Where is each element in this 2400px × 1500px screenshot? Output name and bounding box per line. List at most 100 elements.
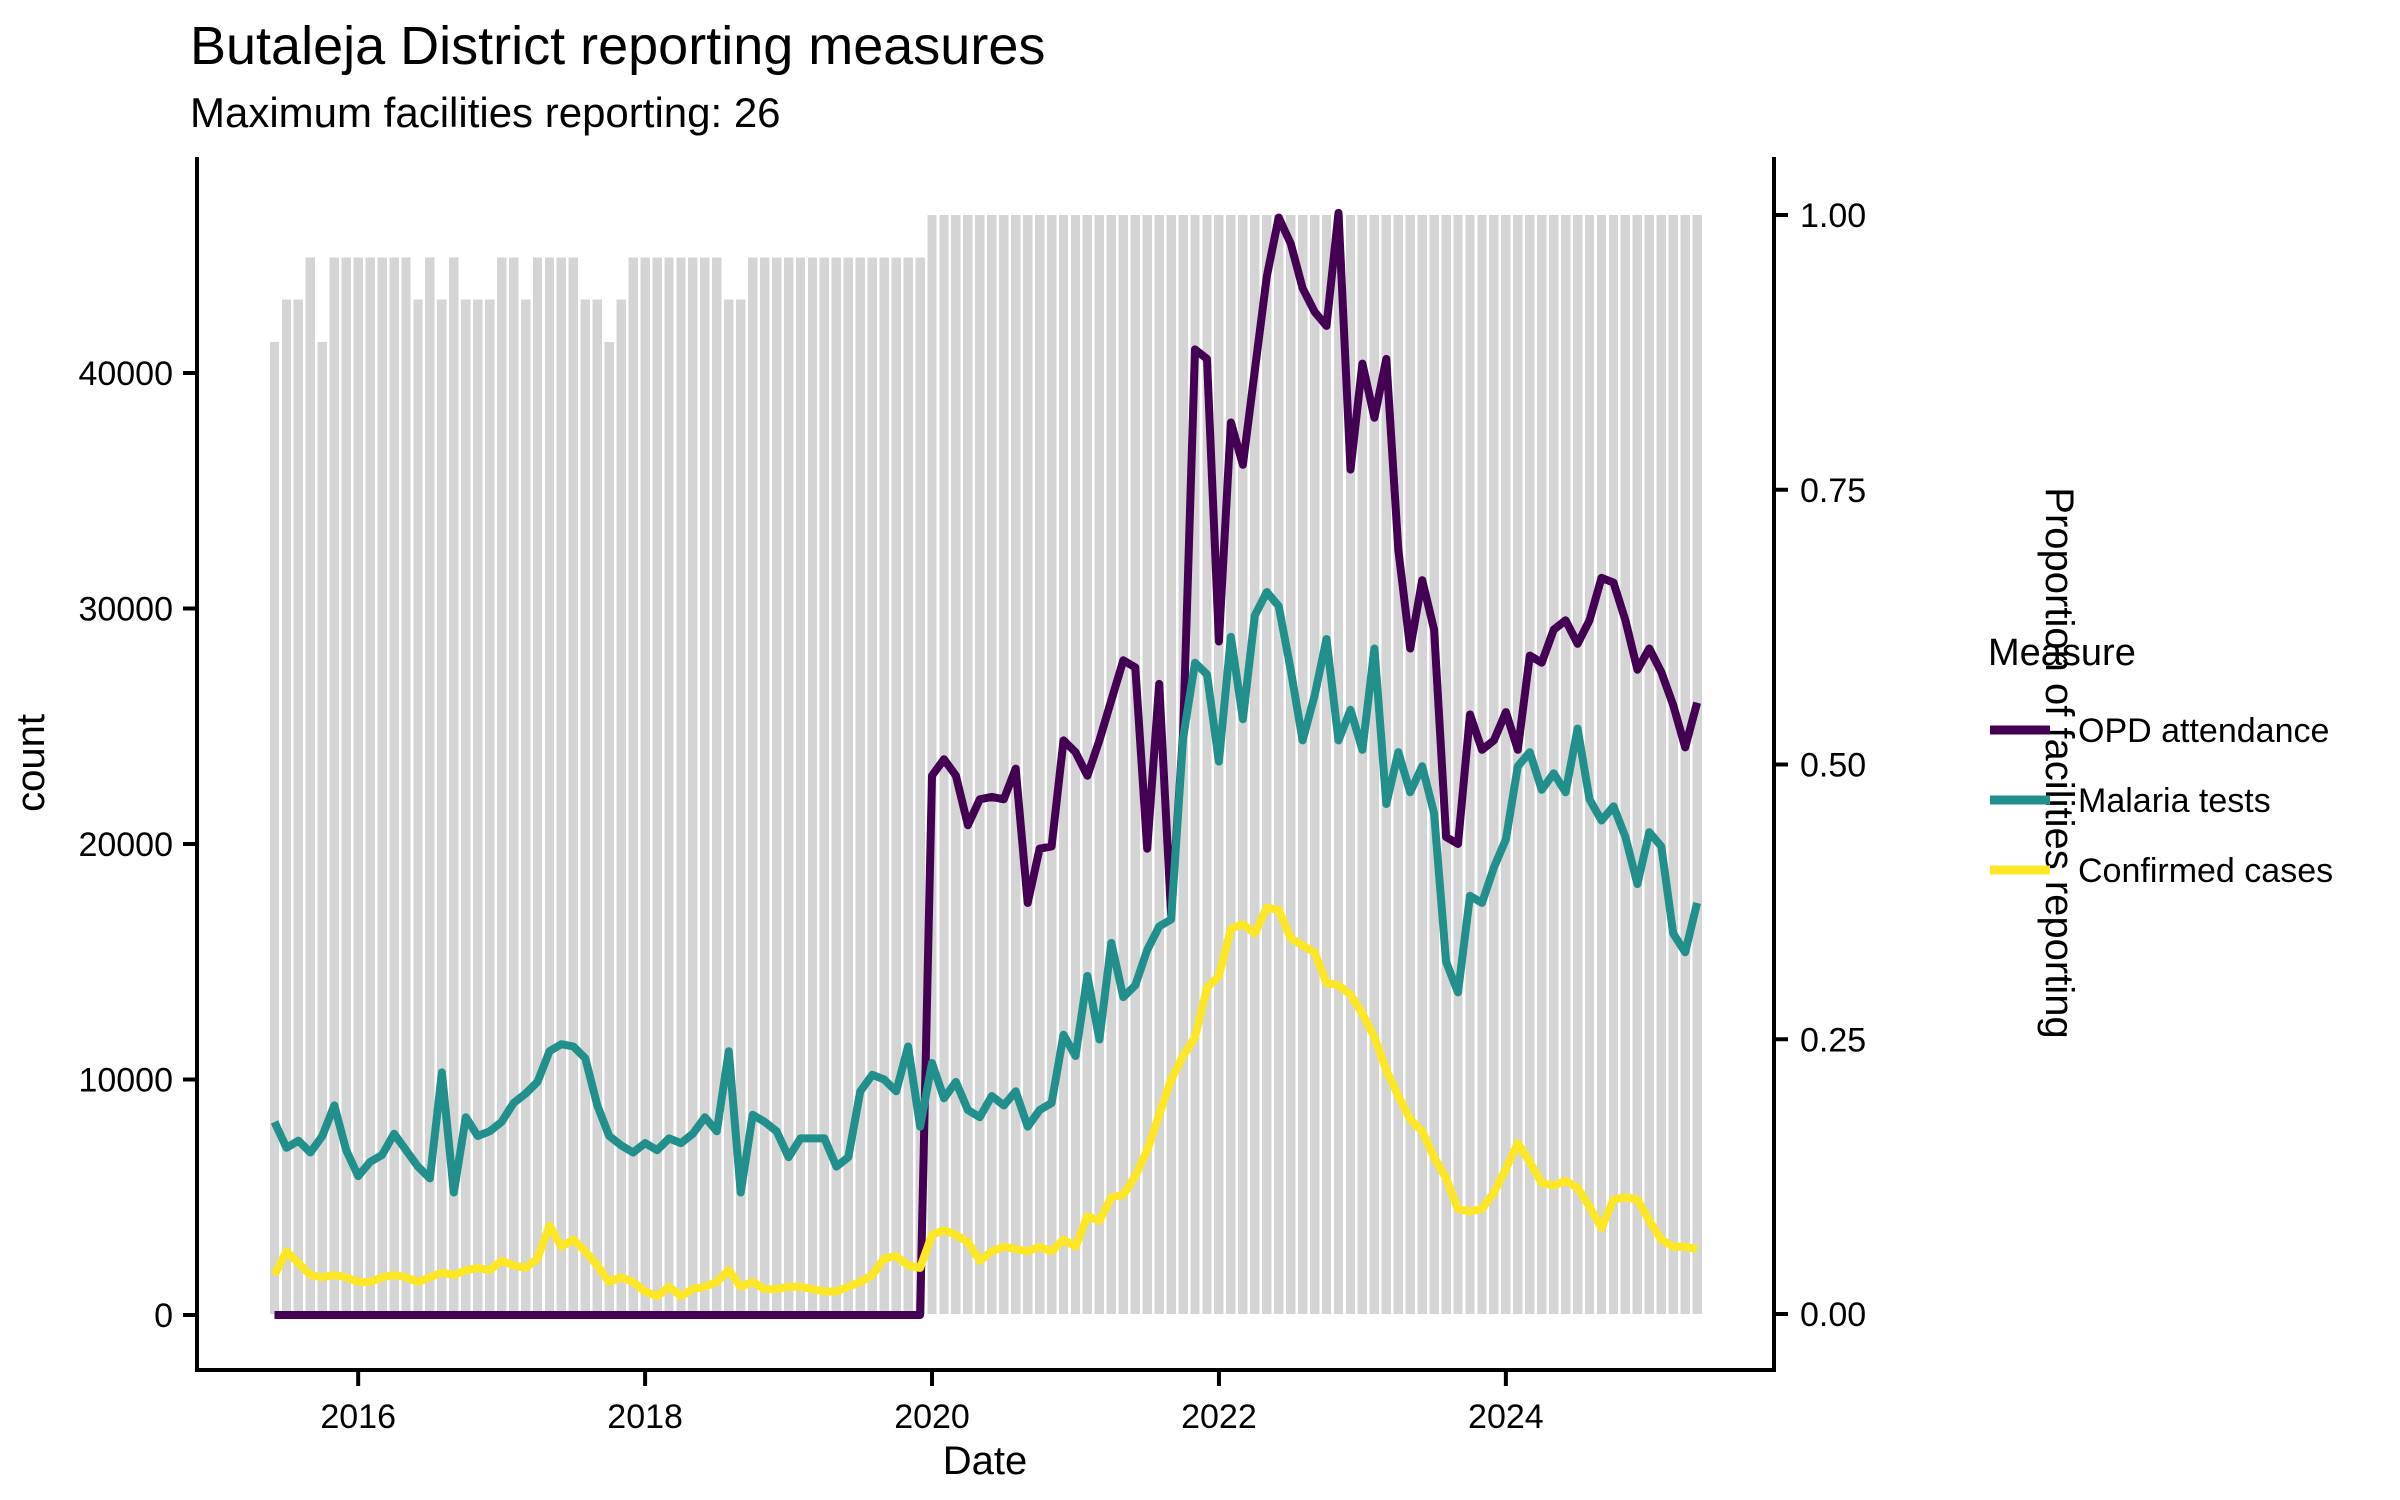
y-right-tick-label: 0.75 bbox=[1800, 472, 1866, 510]
facility-bar bbox=[496, 257, 507, 1314]
facility-bar bbox=[1501, 215, 1511, 1314]
x-tick-label: 2020 bbox=[894, 1398, 970, 1436]
facility-bar bbox=[449, 257, 459, 1314]
facility-bar bbox=[281, 299, 292, 1314]
facility-bar bbox=[1130, 215, 1140, 1314]
tick-marks-and-labels: 0 10000 20000 30000 40000 0.00 0.25 0.50 0.75 1.0… bbox=[78, 197, 1866, 1436]
facility-bar bbox=[1465, 215, 1475, 1314]
x-axis-title: Date bbox=[943, 1439, 1028, 1483]
legend-item-confirmed-cases: Confirmed cases bbox=[1990, 852, 2333, 890]
x-tick-label: 2016 bbox=[320, 1398, 396, 1436]
facility-reporting-bars bbox=[269, 215, 1702, 1314]
facility-bar bbox=[1286, 215, 1296, 1314]
facility-bar bbox=[401, 257, 411, 1314]
y-left-tick-label: 0 bbox=[154, 1297, 173, 1335]
series-line-confirmed-cases bbox=[270, 903, 1698, 1301]
facility-bar bbox=[556, 257, 567, 1314]
facility-bar bbox=[1644, 215, 1654, 1314]
facility-bar bbox=[1262, 215, 1272, 1314]
legend-label-opd-attendance: OPD attendance bbox=[2078, 712, 2329, 750]
facility-bar bbox=[520, 299, 531, 1314]
facility-bar bbox=[532, 257, 543, 1314]
legend-item-malaria-tests: Malaria tests bbox=[1990, 782, 2271, 820]
facility-bar bbox=[1692, 215, 1702, 1314]
legend-title: Measure bbox=[1988, 632, 2136, 674]
facility-bar bbox=[628, 257, 638, 1314]
facility-bar bbox=[736, 299, 746, 1314]
series-line-opd-attendance bbox=[274, 208, 1701, 1319]
facility-bar bbox=[1226, 215, 1236, 1314]
facility-bar bbox=[1632, 215, 1643, 1314]
facility-bar bbox=[783, 257, 794, 1314]
facility-bar bbox=[1405, 215, 1415, 1314]
facility-bar bbox=[712, 257, 722, 1314]
facility-bar bbox=[425, 257, 435, 1314]
facility-bar bbox=[604, 341, 614, 1314]
y-left-tick-label: 20000 bbox=[78, 826, 173, 864]
series-line-malaria-tests bbox=[270, 588, 1701, 1197]
chart-title: Butaleja District reporting measures bbox=[190, 16, 1045, 76]
facility-bar bbox=[867, 257, 877, 1314]
facility-bar bbox=[568, 257, 579, 1314]
facility-bar bbox=[1274, 215, 1284, 1314]
y-left-axis-title: count bbox=[9, 714, 53, 812]
facility-bar bbox=[1429, 215, 1439, 1314]
facility-bar bbox=[365, 257, 375, 1314]
facility-bar bbox=[1680, 215, 1690, 1314]
facility-bar bbox=[771, 257, 782, 1314]
facility-bar bbox=[1333, 215, 1344, 1314]
facility-bar bbox=[843, 257, 853, 1314]
facility-bar bbox=[1560, 215, 1571, 1314]
facility-bar bbox=[1190, 215, 1200, 1314]
facility-bar bbox=[1023, 215, 1033, 1314]
facility-bar bbox=[437, 299, 447, 1314]
facility-bar bbox=[975, 215, 985, 1314]
facility-bar bbox=[1238, 215, 1248, 1314]
legend-label-confirmed-cases: Confirmed cases bbox=[2078, 852, 2333, 890]
facility-bar bbox=[1549, 215, 1559, 1314]
facility-bar bbox=[1572, 215, 1583, 1314]
facility-bar bbox=[1584, 215, 1595, 1314]
y-right-tick-label: 0.50 bbox=[1800, 747, 1866, 785]
facility-bar bbox=[1369, 215, 1380, 1314]
facility-bar bbox=[269, 341, 280, 1314]
y-right-tick-label: 0.00 bbox=[1800, 1296, 1866, 1334]
facility-bar bbox=[1142, 215, 1152, 1314]
y-right-axis-title: Proportion of facilities reporting bbox=[2037, 487, 2081, 1038]
facility-bar bbox=[389, 257, 399, 1314]
facility-bar bbox=[1070, 215, 1081, 1314]
facility-bar bbox=[807, 257, 818, 1314]
facility-bar bbox=[664, 257, 674, 1314]
facility-bar bbox=[377, 257, 387, 1314]
facility-bar bbox=[1154, 215, 1164, 1314]
facility-bar bbox=[353, 257, 363, 1314]
chart-subtitle: Maximum facilities reporting: 26 bbox=[190, 89, 781, 136]
y-left-tick-label: 30000 bbox=[78, 591, 173, 629]
facility-bar bbox=[413, 299, 423, 1314]
facility-bar bbox=[1297, 215, 1308, 1314]
facility-bar bbox=[1620, 215, 1631, 1314]
facility-bar bbox=[748, 257, 758, 1314]
facility-bar bbox=[819, 257, 830, 1314]
y-left-tick-label: 40000 bbox=[78, 355, 173, 393]
facility-bar bbox=[485, 299, 495, 1314]
facility-bar bbox=[329, 257, 339, 1314]
facility-bar bbox=[915, 257, 925, 1314]
facility-bar bbox=[616, 299, 626, 1314]
facility-bar bbox=[1608, 215, 1619, 1314]
facility-bar bbox=[724, 299, 734, 1314]
facility-bar bbox=[795, 257, 806, 1314]
facility-bar bbox=[652, 257, 662, 1314]
x-tick-label: 2024 bbox=[1468, 1398, 1544, 1436]
facility-bar bbox=[891, 257, 901, 1314]
y-right-tick-label: 1.00 bbox=[1800, 197, 1866, 235]
facility-bar bbox=[1321, 215, 1332, 1314]
facility-bar bbox=[879, 257, 889, 1314]
facility-bar bbox=[963, 215, 973, 1314]
facility-bar bbox=[1489, 215, 1499, 1314]
facility-bar bbox=[688, 257, 698, 1314]
facility-bar bbox=[1537, 215, 1547, 1314]
facility-bar bbox=[1596, 215, 1607, 1314]
